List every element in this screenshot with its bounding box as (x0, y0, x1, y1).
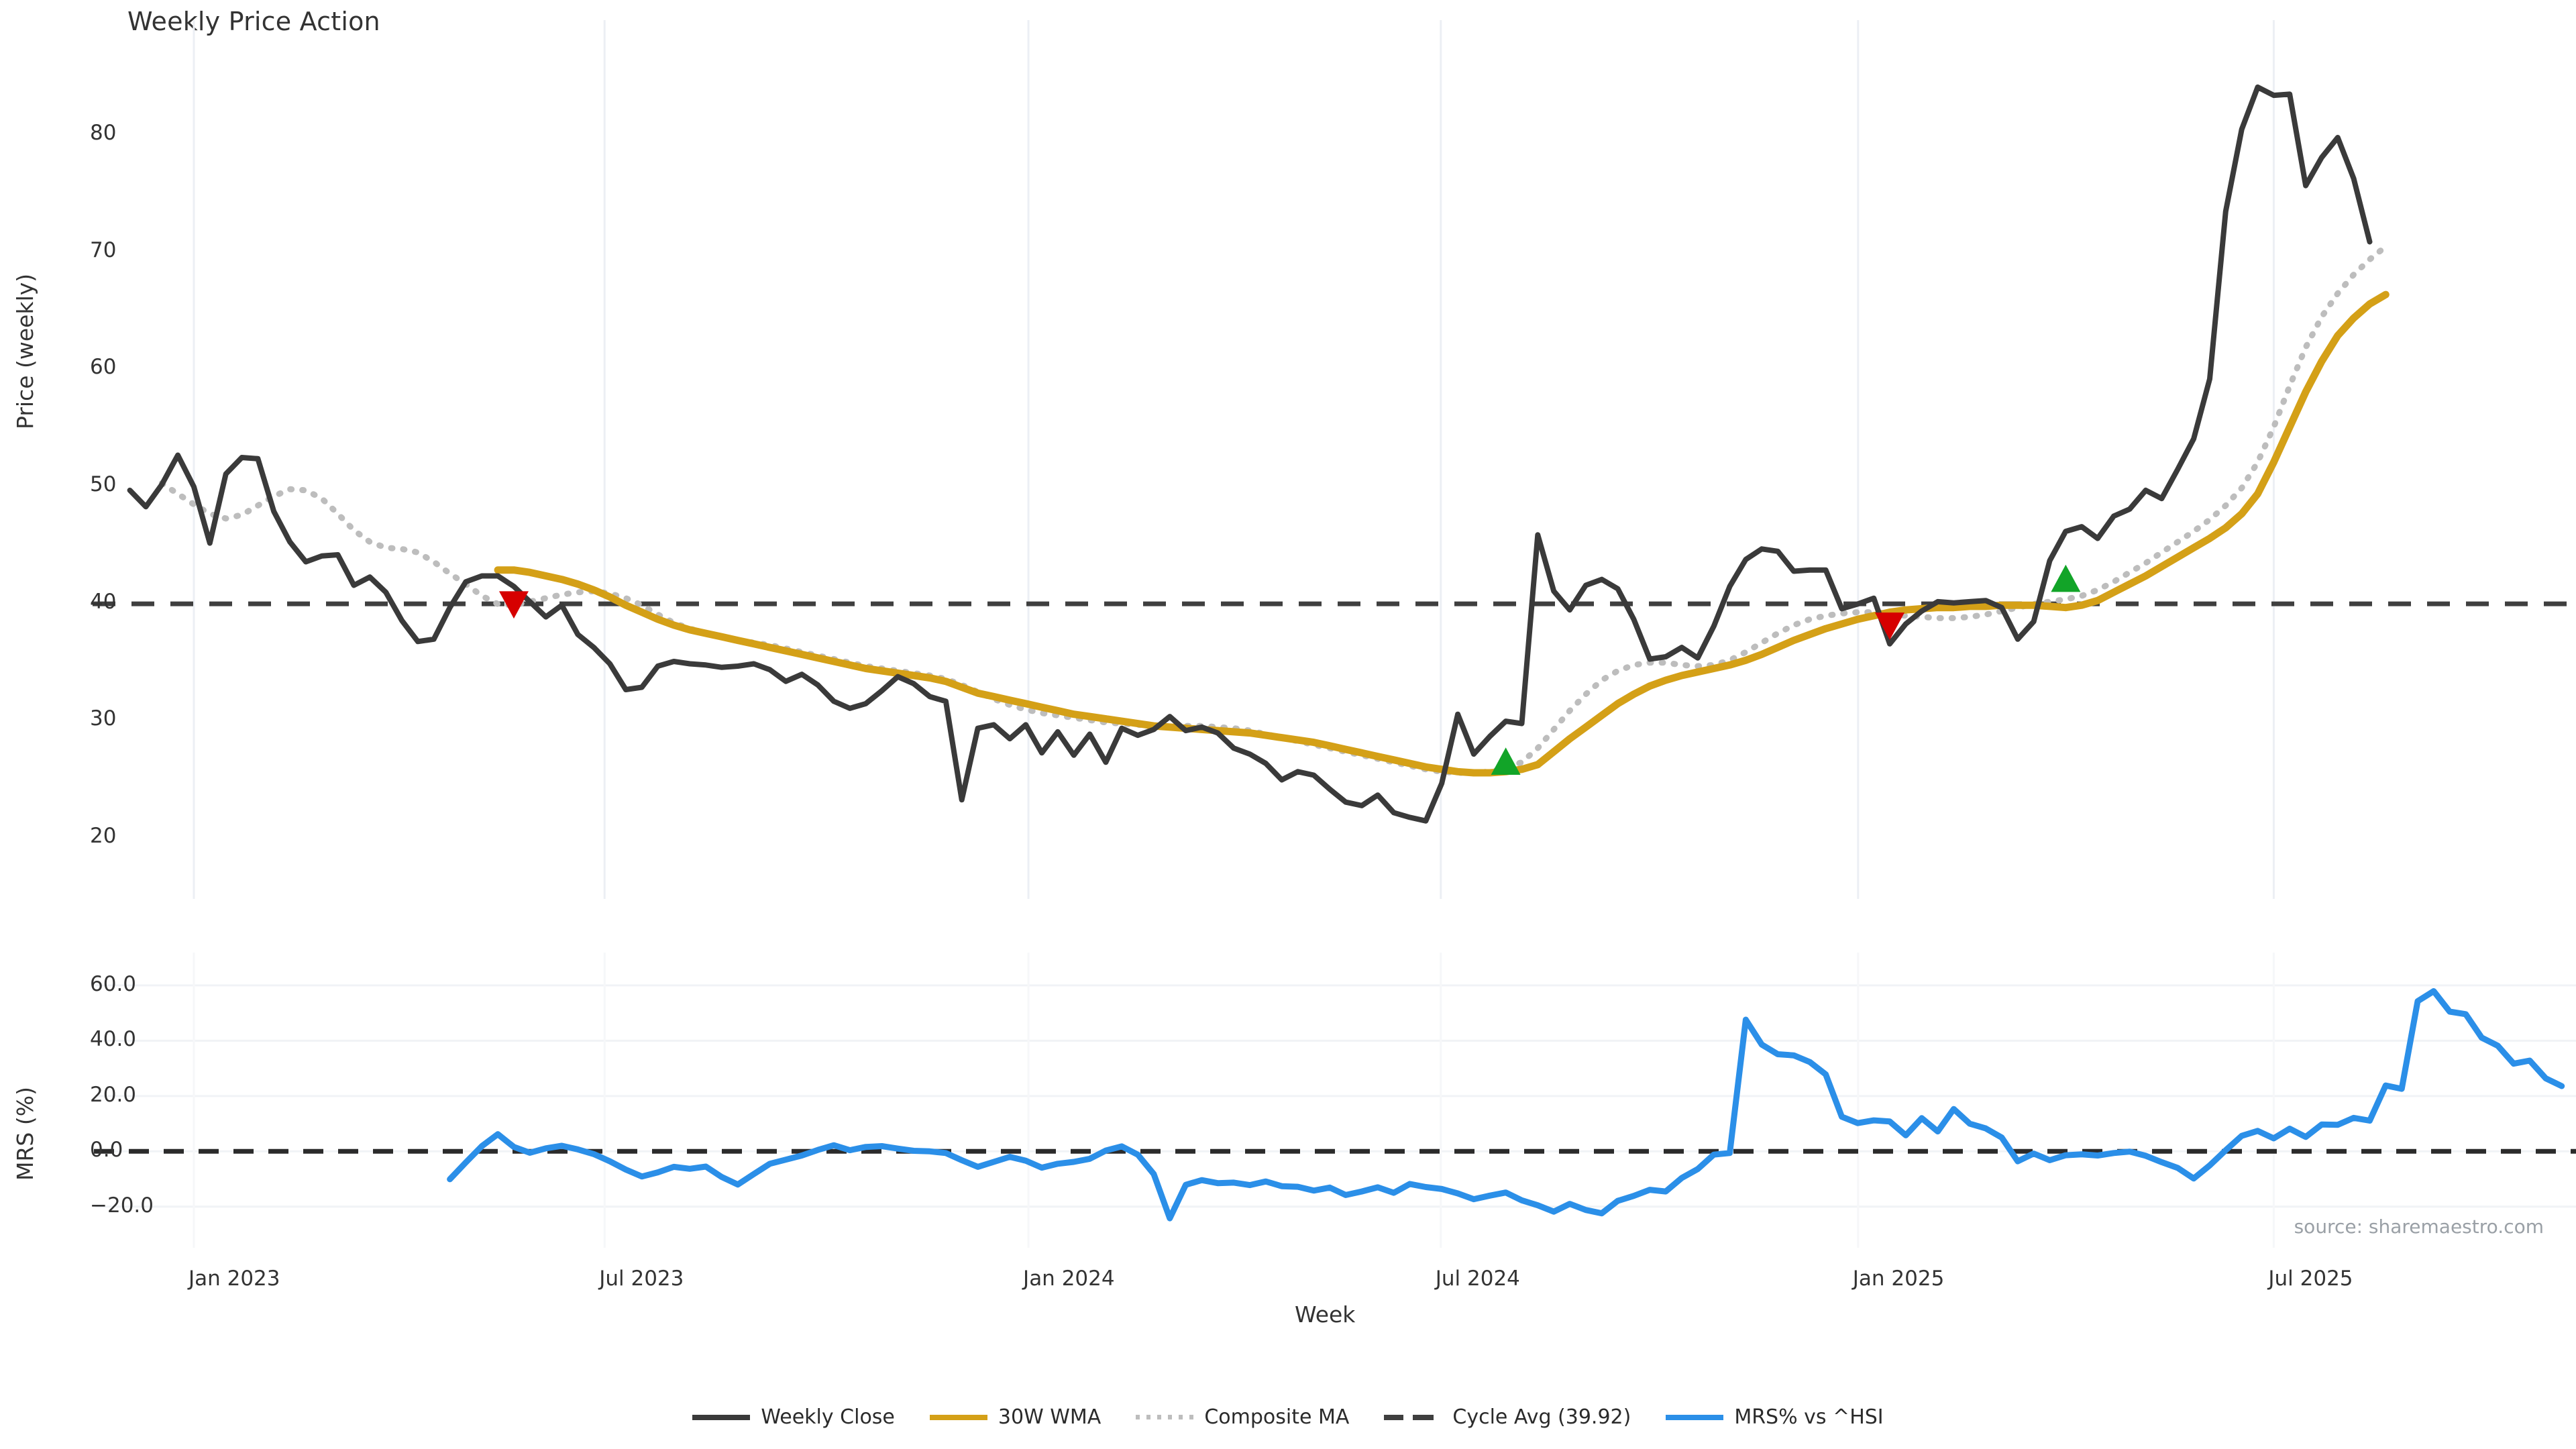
x-axis-tick: Jul 2024 (1435, 1267, 1520, 1291)
legend-item-mrs-vs-hsi[interactable]: MRS% vs ^HSI (1666, 1405, 1884, 1429)
legend-label: Composite MA (1204, 1405, 1350, 1429)
legend-item-composite-ma[interactable]: Composite MA (1136, 1407, 1349, 1428)
source-attribution: source: sharemaestro.com (2294, 1216, 2544, 1238)
legend-label: MRS% vs ^HSI (1734, 1405, 1884, 1429)
legend-label: Weekly Close (761, 1405, 895, 1429)
series-composite-ma (158, 244, 2389, 776)
legend-label: 30W WMA (998, 1405, 1102, 1429)
legend-item-30w-wma[interactable]: 30W WMA (929, 1405, 1102, 1429)
x-axis-tick: Jan 2024 (1023, 1267, 1115, 1291)
series-weekly-close (127, 84, 2373, 824)
legend-item-weekly-close[interactable]: Weekly Close (692, 1407, 895, 1428)
legend-label: Cycle Avg (39.92) (1452, 1405, 1631, 1429)
x-axis-tick: Jul 2023 (599, 1267, 684, 1291)
sell-signal-marker (1875, 612, 1905, 640)
chart-legend: Weekly Close 30W WMA Composite MA Cycle Avg… (0, 1407, 2576, 1428)
sell-signal-marker (498, 591, 529, 619)
series-30w-wma (494, 290, 2390, 777)
legend-item-cycle-avg-39-92[interactable]: Cycle Avg (39.92) (1384, 1407, 1631, 1428)
series-mrs-percent (447, 988, 2565, 1222)
x-axis-tick: Jul 2025 (2268, 1267, 2353, 1291)
buy-signal-marker (1491, 747, 1521, 775)
x-axis-tick: Jan 2025 (1852, 1267, 1945, 1291)
x-axis-label: Week (1295, 1301, 1356, 1328)
page-title: Weekly Price Action (127, 7, 380, 36)
x-axis-tick: Jan 2023 (188, 1267, 280, 1291)
buy-signal-marker (2051, 564, 2081, 592)
